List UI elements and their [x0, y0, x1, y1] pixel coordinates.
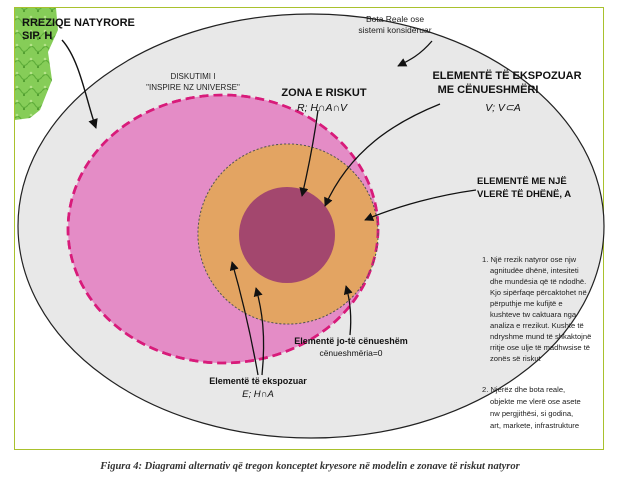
non-vulnerable-line1: Elementë jo-të cënueshëm — [294, 336, 408, 346]
universe-label-line2: sistemi konsideruar — [358, 25, 431, 35]
exposed-arrow-1 — [229, 261, 259, 376]
risk-zone-circle — [239, 187, 335, 283]
note-real-world-line: 2. Njerëz dhe bota reale, — [482, 385, 565, 394]
valued-title-line1: ELEMENTË ME NJË — [477, 176, 567, 187]
note-hazard-line: kushteve tw caktuara nga — [490, 310, 577, 319]
risk-zone-title: ZONA E RISKUT — [281, 87, 366, 99]
vulnerable-formula: V; V⊂A — [485, 102, 520, 114]
note-real-world-line: art, markete, infrastrukture — [490, 421, 579, 430]
exposed-line2: E; H∩A — [242, 389, 274, 400]
risk-zone-formula: R; H∩A∩V — [297, 102, 348, 114]
note-hazard-line: 1. Një rrezik natyror ose njw — [482, 255, 577, 264]
note-real-world-line: objekte me vlerë ose asete — [490, 397, 581, 406]
note-hazard-line: analiza e rrezikut. Kushte të — [490, 321, 584, 330]
exposed-arrow-2 — [253, 287, 265, 376]
note-real-world-line: nw pergjithësi, si godina, — [490, 409, 573, 418]
discussion-label-line1: DISKUTIMI I — [171, 72, 216, 81]
exposed-line1: Elementë të ekspozuar — [209, 376, 307, 386]
figure-caption: Figura 4: Diagrami alternativ që tregon … — [100, 461, 520, 472]
note-hazard-line: dhe mundësia që të ndodhë. — [490, 277, 586, 286]
valued-border-overlay — [197, 143, 379, 325]
vulnerable-title-line2: ME CËNUESHMËRI — [438, 83, 539, 96]
note-hazard-line: Kjo sipërfaqe përcaktohet në — [490, 288, 587, 297]
universe-arrow — [397, 40, 433, 67]
hazard-map-thumbnail — [15, 8, 58, 120]
hazard-title-line1: RREZIQE NATYRORE — [22, 17, 135, 29]
non-vulnerable-line2: cënueshmëria=0 — [319, 348, 382, 358]
hazard-title-line2: SIP. H — [22, 30, 52, 42]
note-hazard-line: zonës së riskut — [490, 354, 542, 363]
hazard-border-overlay — [66, 93, 380, 365]
note-hazard-line: rritje ose ulje të madhwsise të — [490, 343, 590, 352]
vulnerable-arrow — [324, 103, 441, 207]
note-hazard-line: agnitudëe dhënë, intesiteti — [490, 266, 579, 275]
valued-arrow — [364, 189, 477, 221]
note-hazard-line: ndryshme mund të shkaktojnë — [490, 332, 591, 341]
valued-title-line2: VLERË TË DHËNË, A — [477, 189, 571, 200]
risk-zone-arrow — [299, 109, 319, 197]
universe-label-line1: Bota Reale ose — [366, 14, 424, 24]
non-vulnerable-arrow — [343, 285, 353, 336]
note-hazard: 1. Një rrezik natyror ose njw agnitudëe … — [482, 255, 591, 363]
note-real-world: 2. Njerëz dhe bota reale, objekte me vle… — [482, 385, 581, 430]
discussion-label-line2: "INSPIRE NZ UNIVERSE" — [146, 83, 240, 92]
hazard-arrow — [61, 39, 98, 129]
note-hazard-line: përputhje me kufijtë e — [490, 299, 563, 308]
vulnerable-title-line1: ELEMENTË TË EKSPOZUAR — [432, 69, 581, 82]
